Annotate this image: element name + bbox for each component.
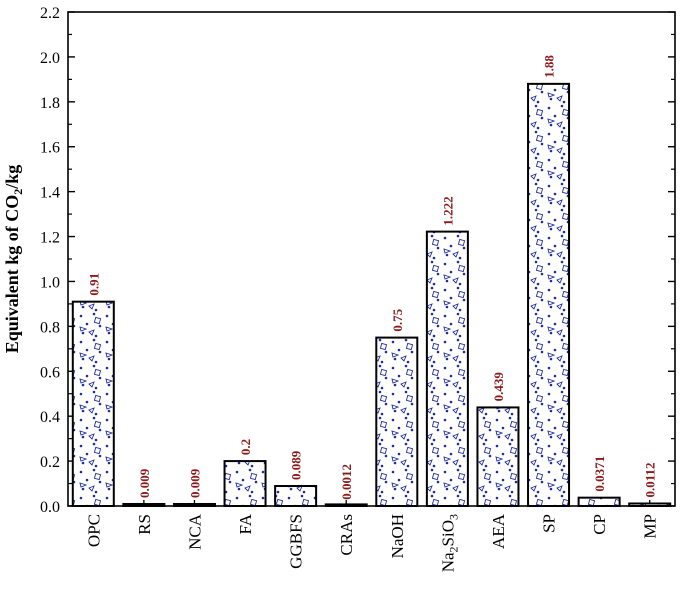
bar-naoh	[375, 336, 419, 507]
x-tick-label: GGBFS	[287, 514, 306, 569]
labels: 0.91 OPC 0.009 RS 0.009 NCA 0.2 FA 0.089 GGBFS 0.0…	[84, 55, 659, 573]
bar-opc	[71, 300, 115, 507]
plot-frame	[67, 11, 676, 507]
y-tick-label: 1.6	[40, 140, 60, 157]
bar-nca	[172, 502, 216, 508]
value-label: 0.439	[491, 372, 506, 402]
y-tick-label: 1.0	[40, 274, 60, 291]
x-tick-label: SP	[540, 514, 559, 533]
value-label: 1.88	[542, 55, 557, 78]
value-label: 0.0112	[643, 462, 658, 497]
value-label: 0.089	[289, 450, 304, 480]
bar-fa	[223, 460, 267, 508]
x-tick-label: AEA	[489, 513, 508, 549]
bar-ggbfs	[274, 485, 318, 507]
bar-cp	[577, 496, 621, 508]
y-tick-label: 2.0	[40, 50, 60, 67]
value-label: 0.75	[390, 308, 405, 331]
y-tick-label: 2.2	[40, 5, 60, 22]
y-tick-label: 1.4	[40, 185, 60, 202]
value-label: 0.009	[187, 468, 202, 498]
bars	[71, 82, 672, 508]
value-label: 0.91	[86, 273, 101, 296]
y-tick-label: 0.8	[40, 319, 60, 336]
y-tick-label: 0.6	[40, 364, 60, 381]
bar-na2sio3	[425, 230, 469, 507]
x-tick-label: RS	[135, 514, 154, 535]
x-tick-label: NaOH	[388, 514, 407, 558]
x-tick-label: NCA	[185, 513, 204, 550]
y-axis-title: Equivalent kg of CO2/kg	[2, 165, 25, 354]
value-label: 0.2	[238, 439, 253, 455]
bar-rs	[122, 502, 166, 508]
y-tick-label: 1.2	[40, 230, 60, 247]
value-label: 0.0371	[592, 456, 607, 492]
x-tick-label: FA	[236, 513, 255, 534]
x-tick-label: CP	[590, 514, 609, 535]
y-tick-label: 0.2	[40, 454, 60, 471]
y-tick-label: 0.0	[40, 499, 60, 516]
x-tick-label: Na2SiO3	[438, 514, 460, 572]
y-tick-label: 1.8	[40, 95, 60, 112]
value-label: 0.009	[137, 468, 152, 498]
value-label: 0.0012	[339, 464, 354, 500]
bar-aea	[476, 406, 520, 508]
x-tick-label: MP	[641, 514, 660, 539]
y-tick-label: 0.4	[40, 409, 60, 426]
x-tick-label: OPC	[84, 514, 103, 547]
bar-sp	[527, 82, 571, 507]
bar-cras	[324, 503, 368, 507]
axes: 0.0 0.2 0.4 0.6 0.8 1.0 1.2 1.4 1.6 1.8 2.0 2.2 Equi…	[2, 5, 676, 516]
x-tick-label: CRAs	[337, 514, 356, 556]
bar-mp	[628, 502, 672, 507]
value-label: 1.222	[440, 196, 455, 225]
